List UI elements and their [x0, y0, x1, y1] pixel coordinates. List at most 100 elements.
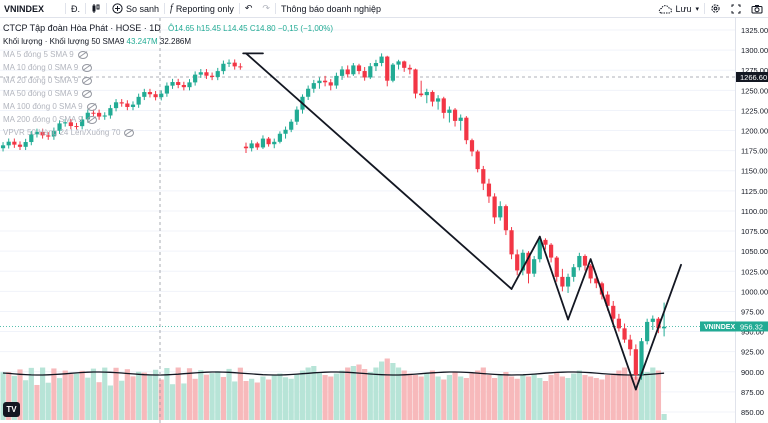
candle-body: [390, 64, 395, 81]
eye-hidden-icon[interactable]: [82, 89, 93, 98]
indicator-ma20[interactable]: MA 20 đóng 0 SMA 9: [3, 74, 333, 87]
candle-body: [481, 169, 486, 184]
toolbar-divider: [164, 3, 166, 14]
candle-body: [611, 305, 616, 319]
indicator-ma200[interactable]: MA 200 đóng 0 SMA 9: [3, 113, 333, 126]
price-tick-label: 850.00: [741, 408, 764, 417]
candle-body: [170, 82, 175, 86]
volume-bar: [452, 372, 458, 420]
volume-bar: [638, 373, 645, 420]
volume-bar: [85, 377, 91, 420]
indicator-ma100[interactable]: MA 100 đóng 0 SMA 9: [3, 100, 333, 113]
candle-body: [57, 123, 62, 131]
volume-bar: [480, 367, 486, 420]
candle-body: [385, 56, 390, 81]
candle-body: [486, 183, 492, 197]
candle-body: [221, 63, 226, 72]
volume-bar: [271, 375, 277, 420]
cloud-icon: [659, 4, 673, 13]
chart-type-button[interactable]: [86, 0, 106, 17]
fullscreen-icon: [731, 4, 741, 13]
candle-body: [430, 91, 435, 102]
candle-body: [588, 265, 593, 279]
tradingview-logo[interactable]: TV: [3, 402, 20, 417]
candle-body: [441, 98, 446, 113]
volume-bar: [605, 375, 611, 420]
indicator-ma10[interactable]: MA 10 đóng 0 SMA 9: [3, 61, 333, 74]
eye-hidden-icon[interactable]: [82, 63, 93, 72]
price-tick-label: 925.00: [741, 348, 764, 357]
last-price-tag: VNINDEX 956.32: [700, 321, 768, 332]
corporate-news-button[interactable]: Thông báo doanh nghiệp: [280, 3, 382, 14]
eye-hidden-icon[interactable]: [86, 115, 97, 124]
candle-body: [362, 71, 367, 78]
eye-hidden-icon[interactable]: [82, 76, 93, 85]
volume-bar: [492, 378, 498, 420]
candle-body: [379, 56, 384, 64]
candle-body: [260, 138, 266, 148]
redo-icon: ↷: [262, 3, 270, 13]
price-tick-label: 1325.00: [741, 26, 768, 35]
function-icon: f: [170, 3, 173, 14]
volume-bar: [328, 376, 334, 420]
save-button[interactable]: Lưu ▾: [653, 0, 704, 17]
candle-body: [232, 62, 237, 67]
crosshair-price-tag: 1266.60: [736, 71, 768, 82]
eye-hidden-icon[interactable]: [77, 50, 88, 59]
candle-body: [193, 74, 198, 83]
price-tick-label: 975.00: [741, 307, 764, 316]
indicator-ma50[interactable]: MA 50 đóng 0 SMA 9: [3, 87, 333, 100]
volume-bar: [610, 373, 616, 420]
settings-button[interactable]: [705, 0, 726, 17]
candle-body: [125, 103, 130, 107]
trend-lines[interactable]: [242, 52, 682, 391]
candle-body: [142, 92, 147, 97]
candle-body: [515, 254, 520, 271]
candle-body: [334, 75, 339, 86]
candle-body: [40, 131, 45, 136]
candle-body: [628, 339, 633, 350]
snapshot-button[interactable]: [746, 0, 768, 17]
volume-bar: [384, 358, 390, 420]
compare-button[interactable]: So sanh: [107, 0, 164, 17]
volume-bar: [130, 376, 136, 420]
price-tick-label: 875.00: [741, 388, 764, 397]
volume-bar: [11, 375, 17, 420]
symbol-search-button[interactable]: VNINDEX: [4, 3, 45, 14]
interval-button[interactable]: Đ.: [71, 3, 80, 14]
volume-bar: [554, 372, 560, 420]
indicator-ma5[interactable]: MA 5 đóng 5 SMA 9: [3, 48, 333, 61]
symbol-title: CTCP Tập đoàn Hòa Phát · HOSE · 1D: [3, 23, 161, 33]
volume-bar: [520, 375, 526, 420]
trend-line: [634, 263, 682, 391]
volume-bar: [147, 375, 153, 420]
indicators-button[interactable]: f Reporting only: [165, 0, 239, 17]
price-tick-label: 950.00: [741, 328, 764, 337]
candle-body: [509, 230, 514, 255]
fullscreen-button[interactable]: [726, 0, 746, 17]
candle-body: [526, 252, 531, 274]
candle-body: [198, 72, 203, 75]
volume-bar: [469, 373, 475, 420]
volume-bar: [514, 378, 520, 420]
indicator-vpvr[interactable]: VPVR 50 Hàng 24 Lên/Xuống 70: [3, 126, 333, 139]
candle-body: [560, 276, 565, 287]
volume-bar: [282, 377, 289, 420]
candle-body: [210, 75, 215, 77]
candle-body: [503, 206, 508, 231]
eye-hidden-icon[interactable]: [124, 128, 135, 137]
price-chart[interactable]: 1325.00 1300.00 1275.00 1250.00 1225.00 1200.…: [0, 18, 768, 423]
price-tick-label: 1000.00: [741, 287, 768, 296]
price-tick-label: 1025.00: [741, 267, 768, 276]
volume-bar: [362, 369, 368, 420]
toolbar-divider: [65, 3, 66, 14]
redo-button[interactable]: ↷: [257, 0, 275, 17]
eye-hidden-icon[interactable]: [86, 102, 97, 111]
price-tick-label: 1225.00: [741, 106, 768, 115]
candle-body: [424, 91, 429, 96]
volume-bar: [164, 368, 170, 420]
undo-button[interactable]: ↶: [240, 0, 258, 17]
volume-bar: [559, 376, 565, 420]
candle-body: [226, 62, 232, 64]
volume-bar: [508, 376, 515, 420]
